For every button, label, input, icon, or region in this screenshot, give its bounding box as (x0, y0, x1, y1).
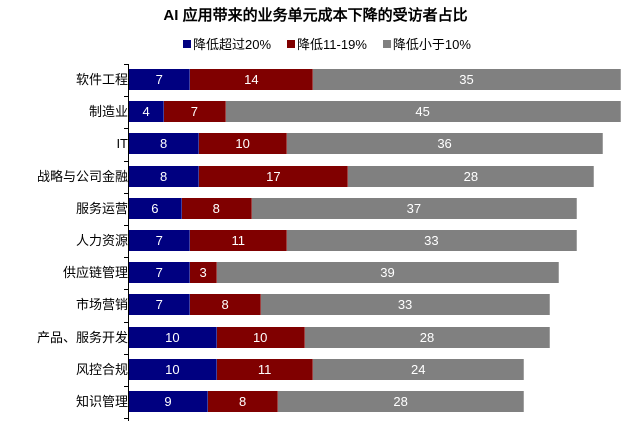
category-label: 供应链管理 (62, 265, 128, 280)
bar-segment: 8 (181, 198, 252, 219)
bar-segment: 8 (129, 166, 200, 187)
bar-segment: 7 (164, 101, 226, 122)
legend-label: 降低11-19% (297, 37, 367, 52)
category-label: 服务运营 (75, 201, 128, 216)
stacked-bar: 10 10 28 (129, 327, 551, 348)
category-label: 制造业 (88, 104, 128, 119)
bar-segment: 36 (287, 133, 604, 154)
category-label: 产品、服务开发 (36, 330, 128, 345)
bar-segment: 33 (260, 294, 551, 315)
axis-tick (124, 128, 128, 129)
bar-segment: 33 (287, 230, 577, 251)
bar-segment: 45 (225, 101, 621, 122)
bar-segment: 28 (278, 391, 525, 412)
chart-title: AI 应用带来的业务单元成本下降的受访者占比 (163, 7, 468, 24)
stacked-bar: 9 8 28 (129, 391, 525, 412)
legend-swatch-gray (382, 39, 391, 48)
bar-segment: 24 (313, 359, 525, 380)
axis-tick (124, 64, 128, 65)
stacked-bar: 6 8 37 (129, 198, 577, 219)
stacked-bar: 7 3 39 (129, 262, 560, 283)
bar-segment: 7 (129, 294, 191, 315)
category-label: 战略与公司金融 (36, 169, 128, 184)
category-label: 软件工程 (75, 72, 128, 87)
bar-segment: 11 (190, 230, 288, 251)
category-label: 市场营销 (75, 297, 128, 312)
y-axis (128, 64, 129, 421)
axis-tick (124, 322, 128, 323)
axis-tick (124, 257, 128, 258)
stacked-bar: 7 14 35 (129, 69, 621, 90)
bar-segment: 28 (304, 327, 551, 348)
bar-segment: 14 (190, 69, 314, 90)
bar-segment: 11 (216, 359, 314, 380)
bar-segment: 10 (216, 327, 305, 348)
bar-segment: 10 (129, 327, 217, 348)
legend-label: 降低小于10% (392, 37, 471, 52)
axis-tick (124, 386, 128, 387)
axis-tick (124, 289, 128, 290)
axis-tick (124, 193, 128, 194)
bar-segment: 6 (129, 198, 182, 219)
stacked-bar: 10 11 24 (129, 359, 525, 380)
bar-segment: 7 (129, 69, 191, 90)
bar-segment: 7 (129, 262, 191, 283)
stacked-bar: 7 11 33 (129, 230, 577, 251)
bar-segment: 9 (129, 391, 209, 412)
axis-tick (124, 96, 128, 97)
bar-segment: 28 (348, 166, 595, 187)
category-label: 知识管理 (75, 394, 128, 409)
bar-segment: 7 (129, 230, 191, 251)
legend-item-over-20: 降低超过20% (183, 34, 271, 53)
axis-tick (124, 354, 128, 355)
bar-segment: 8 (208, 391, 279, 412)
bar-segment: 17 (199, 166, 349, 187)
stacked-bar: 4 7 45 (129, 101, 621, 122)
legend: 降低超过20% 降低11-19% 降低小于10% (183, 34, 471, 53)
legend-swatch-maroon (287, 39, 296, 48)
bar-segment: 4 (129, 101, 165, 122)
stacked-bar: 7 8 33 (129, 294, 551, 315)
bar-segment: 39 (216, 262, 560, 283)
axis-tick (124, 225, 128, 226)
legend-swatch-navy (183, 39, 191, 48)
legend-label: 降低超过20% (193, 37, 272, 52)
category-label: 人力资源 (75, 233, 128, 248)
category-label: IT (116, 136, 128, 151)
bar-segment: 37 (251, 198, 577, 219)
bar-segment: 8 (129, 133, 200, 154)
bar-segment: 8 (190, 294, 261, 315)
bar-segment: 3 (190, 262, 217, 283)
legend-item-under-10: 降低小于10% (382, 34, 471, 53)
bar-segment: 35 (313, 69, 621, 90)
bar-segment: 10 (129, 359, 217, 380)
axis-tick (124, 418, 128, 419)
legend-item-11-19: 降低11-19% (287, 34, 367, 53)
stacked-bar: 8 17 28 (129, 166, 595, 187)
stacked-bar: 8 10 36 (129, 133, 604, 154)
category-label: 风控合规 (75, 362, 128, 377)
axis-tick (124, 161, 128, 162)
bar-segment: 10 (199, 133, 288, 154)
